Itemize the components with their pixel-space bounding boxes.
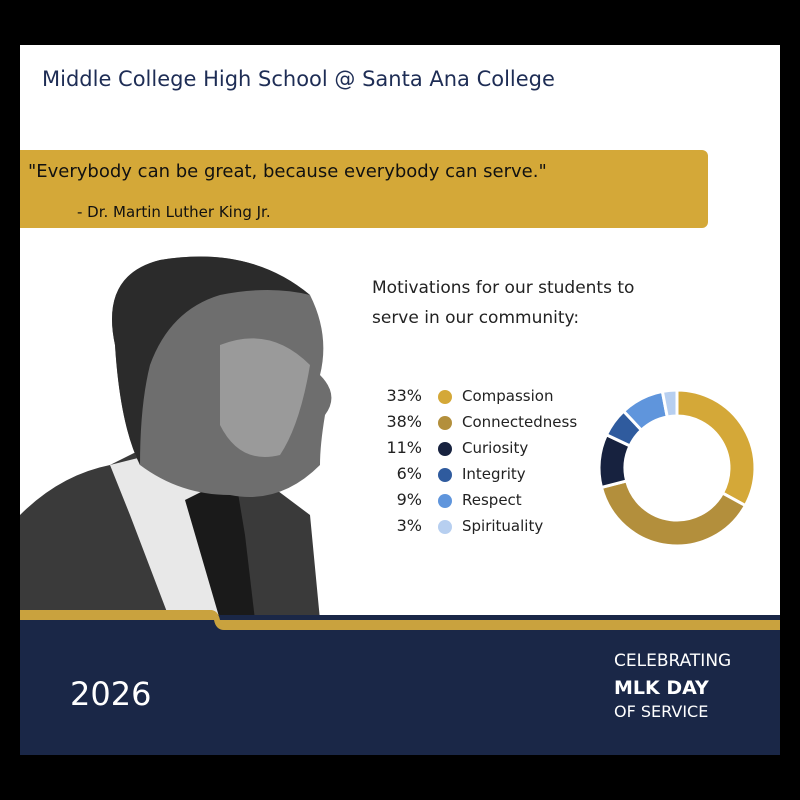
legend-swatch (438, 520, 452, 534)
tie (185, 475, 255, 620)
legend-value: 11% (386, 438, 422, 457)
legend-label: Connectedness (462, 413, 578, 431)
footer-line: CELEBRATING (614, 651, 732, 671)
legend-label: Respect (462, 491, 522, 509)
donut-segment (675, 388, 757, 508)
chart-title: Motivations for our students to serve in… (372, 278, 635, 328)
footer-line: OF SERVICE (614, 702, 709, 721)
poster: Middle College High School @ Santa Ana C… (20, 45, 780, 755)
year: 2026 (70, 675, 152, 713)
hair (112, 256, 310, 465)
face-light (220, 338, 310, 457)
legend-label: Spirituality (462, 517, 544, 535)
gold-line (20, 610, 780, 630)
footer-bg (20, 615, 780, 755)
legend-value: 3% (396, 516, 422, 535)
legend-label: Curiosity (462, 439, 529, 457)
legend-swatch (438, 468, 452, 482)
legend-swatch (438, 416, 452, 430)
legend-label: Compassion (462, 387, 554, 405)
legend-swatch (438, 494, 452, 508)
quote-author: - Dr. Martin Luther King Jr. (77, 203, 271, 221)
quote-bar (20, 150, 708, 228)
artwork (20, 256, 780, 755)
legend-value: 33% (386, 386, 422, 405)
legend-swatch (438, 442, 452, 456)
donut-segment (599, 479, 748, 548)
legend-swatch (438, 390, 452, 404)
donut-segment (660, 388, 679, 419)
school-title: Middle College High School @ Santa Ana C… (42, 67, 555, 91)
quote: "Everybody can be great, because everybo… (28, 161, 547, 182)
legend-label: Integrity (462, 465, 526, 483)
legend-value: 6% (396, 464, 422, 483)
legend-value: 38% (386, 412, 422, 431)
footer-line: MLK DAY (614, 677, 709, 699)
legend-value: 9% (396, 490, 422, 509)
